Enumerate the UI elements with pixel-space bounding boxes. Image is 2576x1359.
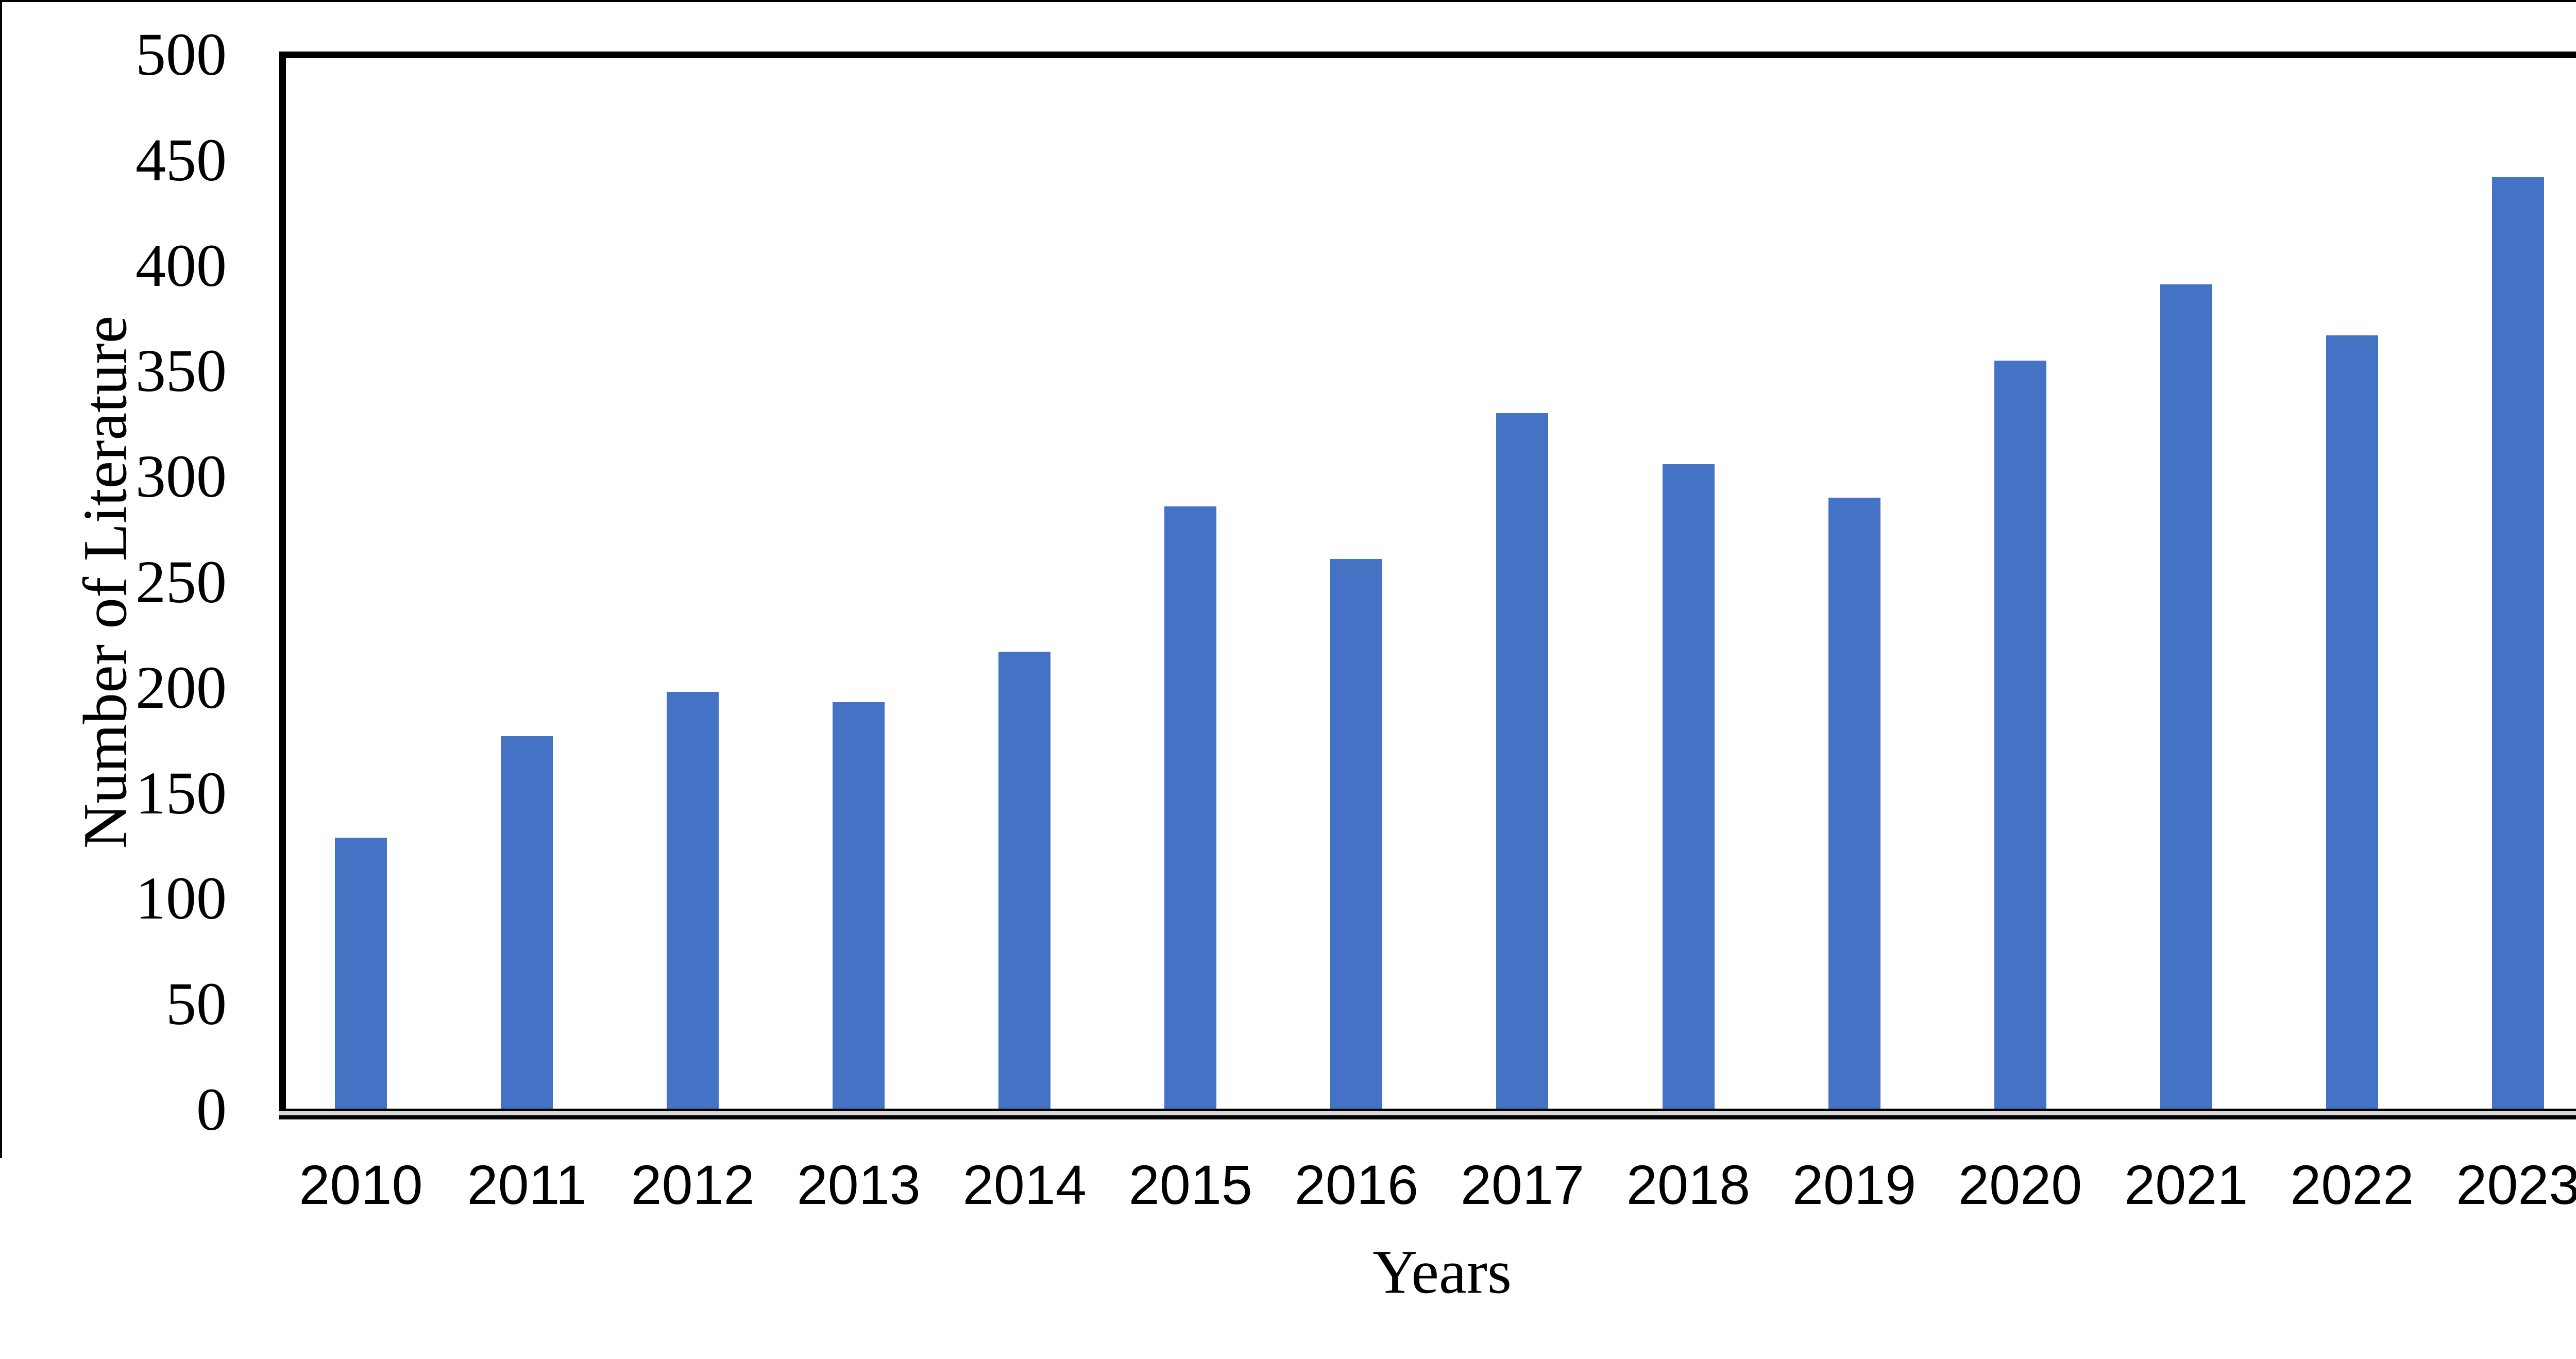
bar-2020 [1994, 360, 2046, 1109]
x-tick-label-2013: 2013 [796, 1153, 921, 1216]
bar-2018 [1662, 464, 1715, 1109]
y-tick-label-150: 150 [135, 759, 227, 827]
x-tick-label-2018: 2018 [1626, 1153, 1751, 1216]
y-tick-label-0: 0 [196, 1076, 227, 1143]
plot-border-top [279, 52, 2576, 58]
x-tick-label-2012: 2012 [631, 1153, 755, 1216]
y-axis-title: Number of Literature [71, 315, 140, 849]
x-tick-label-2021: 2021 [2124, 1153, 2248, 1216]
figure-border-left [0, 0, 2, 1158]
plot-border-bottom [279, 1115, 2576, 1119]
x-axis-line [279, 1109, 2576, 1111]
y-tick-label-250: 250 [135, 548, 227, 616]
bar-2013 [833, 702, 885, 1109]
y-tick-label-500: 500 [135, 21, 227, 88]
y-tick-label-350: 350 [135, 337, 227, 405]
x-tick-label-2017: 2017 [1460, 1153, 1585, 1216]
bar-2014 [998, 652, 1051, 1109]
y-tick-label-50: 50 [166, 970, 227, 1038]
y-tick-label-200: 200 [135, 653, 227, 721]
x-axis-title: Years [1372, 1237, 1512, 1307]
bar-2016 [1330, 558, 1383, 1109]
x-tick-label-2014: 2014 [962, 1153, 1087, 1216]
figure-border-top [0, 0, 2576, 2]
bar-2019 [1828, 498, 1880, 1109]
bar-2022 [2326, 335, 2378, 1109]
y-tick-label-450: 450 [135, 126, 227, 194]
x-tick-label-2016: 2016 [1294, 1153, 1419, 1216]
bar-2012 [667, 691, 719, 1109]
x-tick-label-2015: 2015 [1128, 1153, 1252, 1216]
x-tick-label-2020: 2020 [1958, 1153, 2082, 1216]
x-axis-gray-strip [279, 1111, 2576, 1115]
bar-2021 [2160, 284, 2212, 1109]
bar-2010 [335, 837, 387, 1109]
x-tick-label-2011: 2011 [467, 1153, 587, 1216]
y-tick-label-100: 100 [135, 864, 227, 932]
bar-2011 [501, 736, 553, 1109]
x-tick-label-2023: 2023 [2456, 1153, 2576, 1216]
bar-2023 [2492, 177, 2544, 1109]
y-tick-label-400: 400 [135, 231, 227, 299]
y-axis-line [279, 52, 286, 1119]
x-tick-label-2010: 2010 [299, 1153, 423, 1216]
bar-2017 [1496, 413, 1549, 1109]
x-tick-label-2019: 2019 [1792, 1153, 1917, 1216]
y-tick-label-300: 300 [135, 443, 227, 511]
x-tick-label-2022: 2022 [2290, 1153, 2414, 1216]
bar-2015 [1164, 506, 1217, 1109]
